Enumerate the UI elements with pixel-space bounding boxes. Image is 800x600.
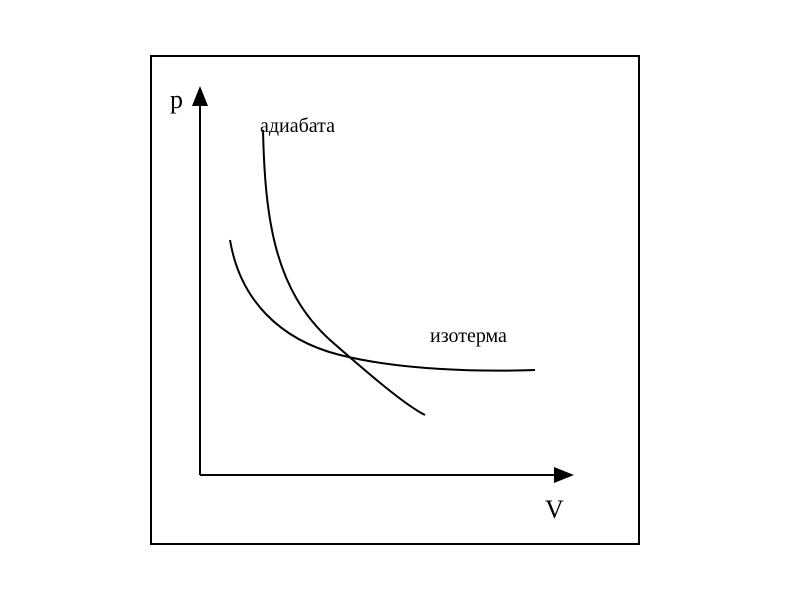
x-axis-label: V (545, 495, 564, 525)
chart-svg (0, 0, 800, 600)
adiabat-curve (263, 130, 425, 415)
y-axis-label: p (170, 85, 183, 115)
isotherm-curve (230, 240, 535, 371)
adiabat-label: адиабата (260, 115, 335, 138)
isotherm-label: изотерма (430, 325, 507, 348)
